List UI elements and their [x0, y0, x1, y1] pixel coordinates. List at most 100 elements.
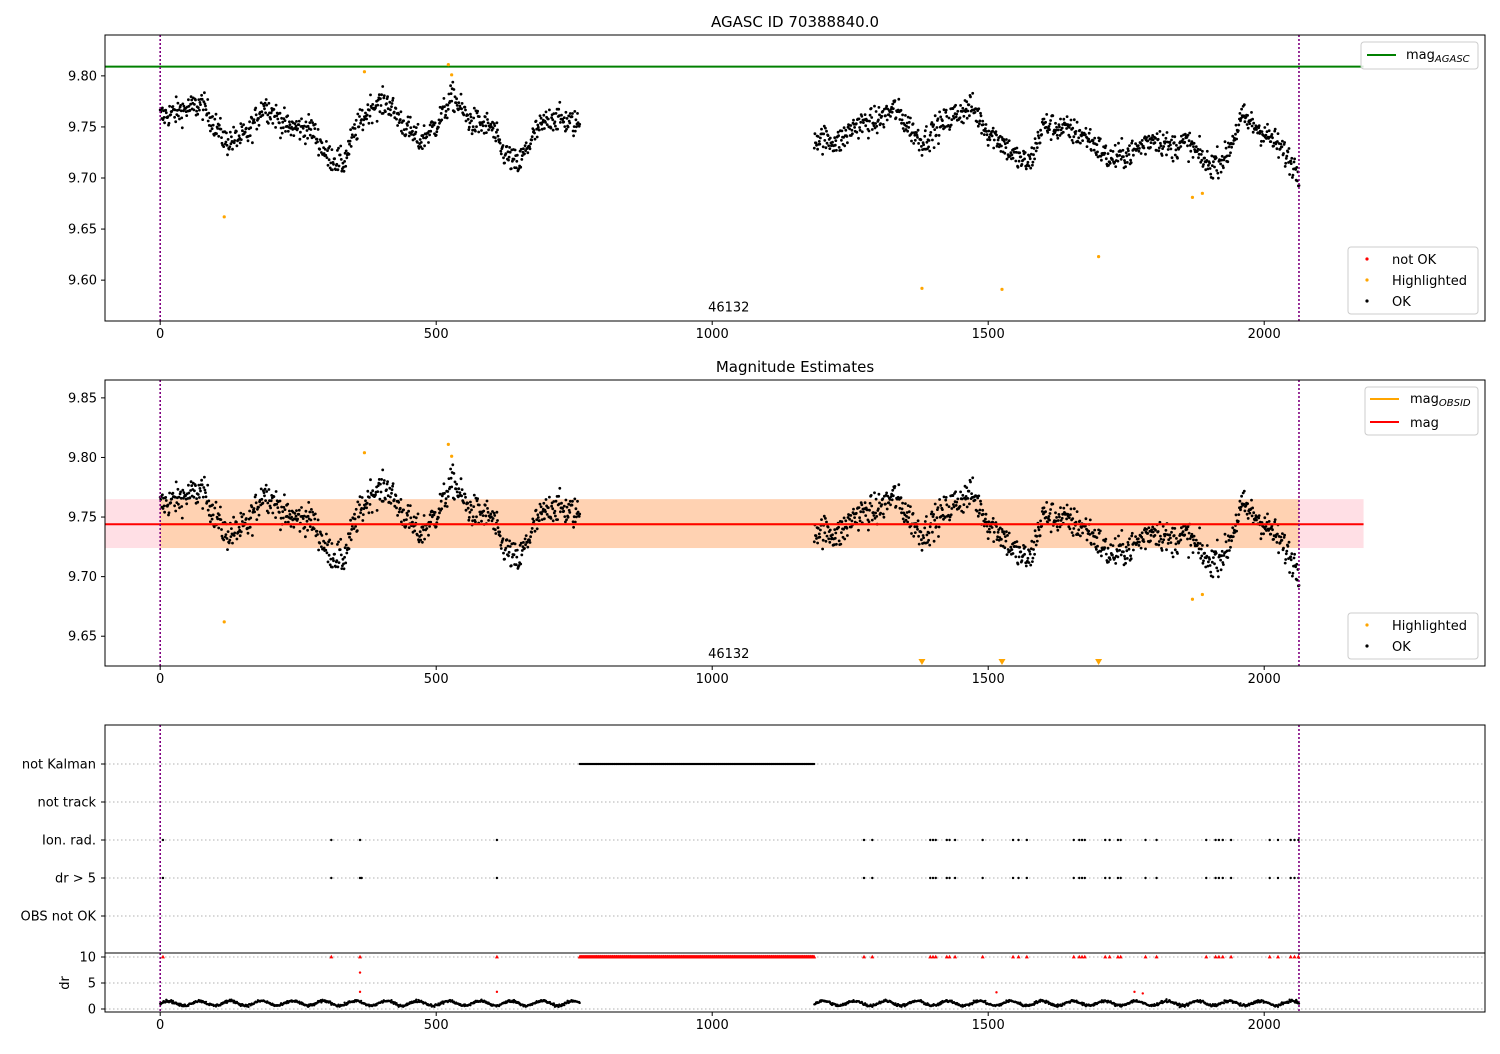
ok-point	[445, 497, 448, 500]
ok-point	[260, 110, 263, 113]
ok-point	[986, 133, 989, 136]
ok-point	[916, 525, 919, 528]
ok-point	[294, 122, 297, 125]
ok-point	[356, 529, 359, 532]
panel2-obsid-label: 46132	[708, 647, 749, 662]
ok-point	[333, 553, 336, 556]
ok-point	[1152, 138, 1155, 141]
ok-point	[1006, 553, 1009, 556]
ok-point	[1228, 154, 1231, 157]
ok-point	[302, 517, 305, 520]
ok-point	[936, 516, 939, 519]
ok-point	[257, 506, 260, 509]
ok-point	[300, 506, 303, 509]
ok-point	[1061, 127, 1064, 130]
ok-point	[304, 535, 307, 538]
ok-point	[207, 500, 210, 503]
ok-point	[1274, 518, 1277, 521]
ok-point	[891, 498, 894, 501]
ok-point	[556, 518, 559, 521]
ok-point	[887, 501, 890, 504]
ok-point	[205, 495, 208, 498]
y-tick-label: 9.65	[68, 223, 97, 238]
dr-ok-point	[205, 1001, 207, 1003]
ok-point	[935, 525, 938, 528]
ok-point	[1203, 552, 1206, 555]
ok-point	[348, 547, 351, 550]
flag-point	[1012, 877, 1014, 879]
ok-point	[855, 122, 858, 125]
x-tick-label: 1000	[696, 327, 729, 342]
ok-point	[497, 135, 500, 138]
ok-point	[839, 543, 842, 546]
ok-point	[995, 130, 998, 133]
ok-point	[1216, 570, 1219, 573]
ok-point	[1274, 128, 1277, 131]
ok-point	[233, 139, 236, 142]
ok-point	[472, 125, 475, 128]
ok-point	[241, 520, 244, 523]
ok-point	[886, 119, 889, 122]
flag-point	[1289, 839, 1291, 841]
ok-point	[945, 109, 948, 112]
ok-point	[578, 123, 581, 126]
ok-point	[376, 490, 379, 493]
ok-point	[253, 507, 256, 510]
ok-point	[543, 517, 546, 520]
ok-point	[361, 129, 364, 132]
ok-point	[1039, 534, 1042, 537]
ok-point	[496, 511, 499, 514]
ok-point	[929, 131, 932, 134]
ok-point	[385, 102, 388, 105]
ok-point	[467, 118, 470, 121]
ok-point	[1141, 531, 1144, 534]
ok-point	[1087, 138, 1090, 141]
ok-point	[1070, 119, 1073, 122]
ok-point	[1187, 134, 1190, 137]
ok-point	[389, 108, 392, 111]
ok-point	[926, 141, 929, 144]
ok-point	[371, 122, 374, 125]
ok-point	[456, 104, 459, 107]
ok-point	[1029, 157, 1032, 160]
ok-point	[299, 131, 302, 134]
ok-point	[354, 518, 357, 521]
ok-point	[385, 488, 388, 491]
ok-point	[984, 518, 987, 521]
panel2-title: Magnitude Estimates	[716, 358, 874, 376]
ok-point	[862, 511, 865, 514]
ok-point	[460, 477, 463, 480]
ok-point	[568, 122, 571, 125]
ok-point	[265, 104, 268, 107]
ok-point	[467, 519, 470, 522]
ok-point	[868, 120, 871, 123]
ok-point	[340, 554, 343, 557]
ok-point	[525, 534, 528, 537]
ok-point	[328, 539, 331, 542]
ok-point	[439, 493, 442, 496]
ok-point	[511, 556, 514, 559]
ok-point	[1078, 520, 1081, 523]
ok-point	[1008, 139, 1011, 142]
ok-point	[222, 145, 225, 148]
ok-point	[1224, 533, 1227, 536]
ok-point	[183, 491, 186, 494]
ok-point	[379, 110, 382, 113]
ok-point	[529, 147, 532, 150]
ok-point	[978, 512, 981, 515]
ok-point	[395, 507, 398, 510]
ok-point	[510, 167, 513, 170]
highlighted-point	[450, 455, 453, 458]
ok-point	[1105, 553, 1108, 556]
ok-point	[1074, 133, 1077, 136]
ok-point	[263, 107, 266, 110]
dr-ok-point	[360, 1000, 362, 1002]
ok-point	[369, 115, 372, 118]
ok-point	[871, 128, 874, 131]
ok-point	[533, 132, 536, 135]
ok-point	[1103, 152, 1106, 155]
flag-point	[932, 839, 934, 841]
ok-point	[494, 140, 497, 143]
ok-point	[508, 146, 511, 149]
ok-point	[487, 511, 490, 514]
